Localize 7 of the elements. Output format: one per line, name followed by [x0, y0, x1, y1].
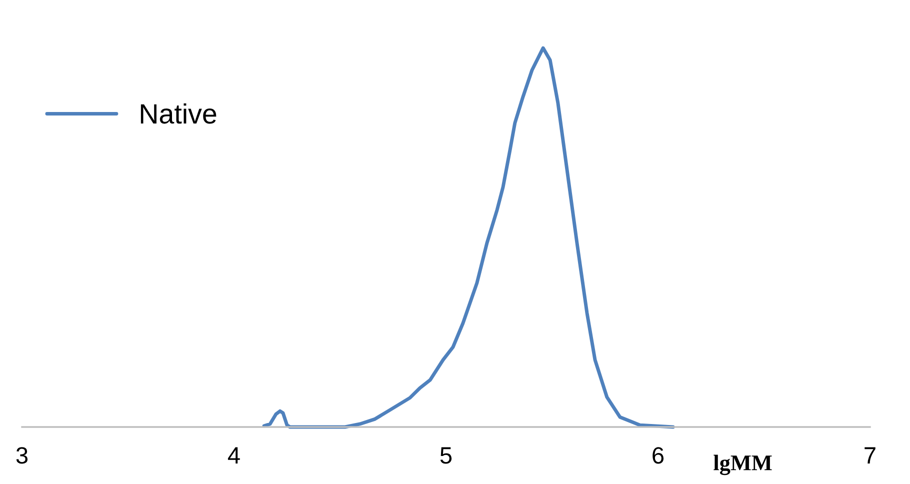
x-tick-label: 4: [228, 447, 240, 464]
x-tick-label: 3: [16, 447, 28, 464]
x-tick-label: 6: [652, 447, 664, 464]
x-axis-title: lgMM: [714, 454, 772, 476]
x-tick-label: 7: [864, 447, 876, 464]
x-tick-label: 5: [440, 447, 452, 464]
legend-label: Native: [140, 103, 216, 124]
